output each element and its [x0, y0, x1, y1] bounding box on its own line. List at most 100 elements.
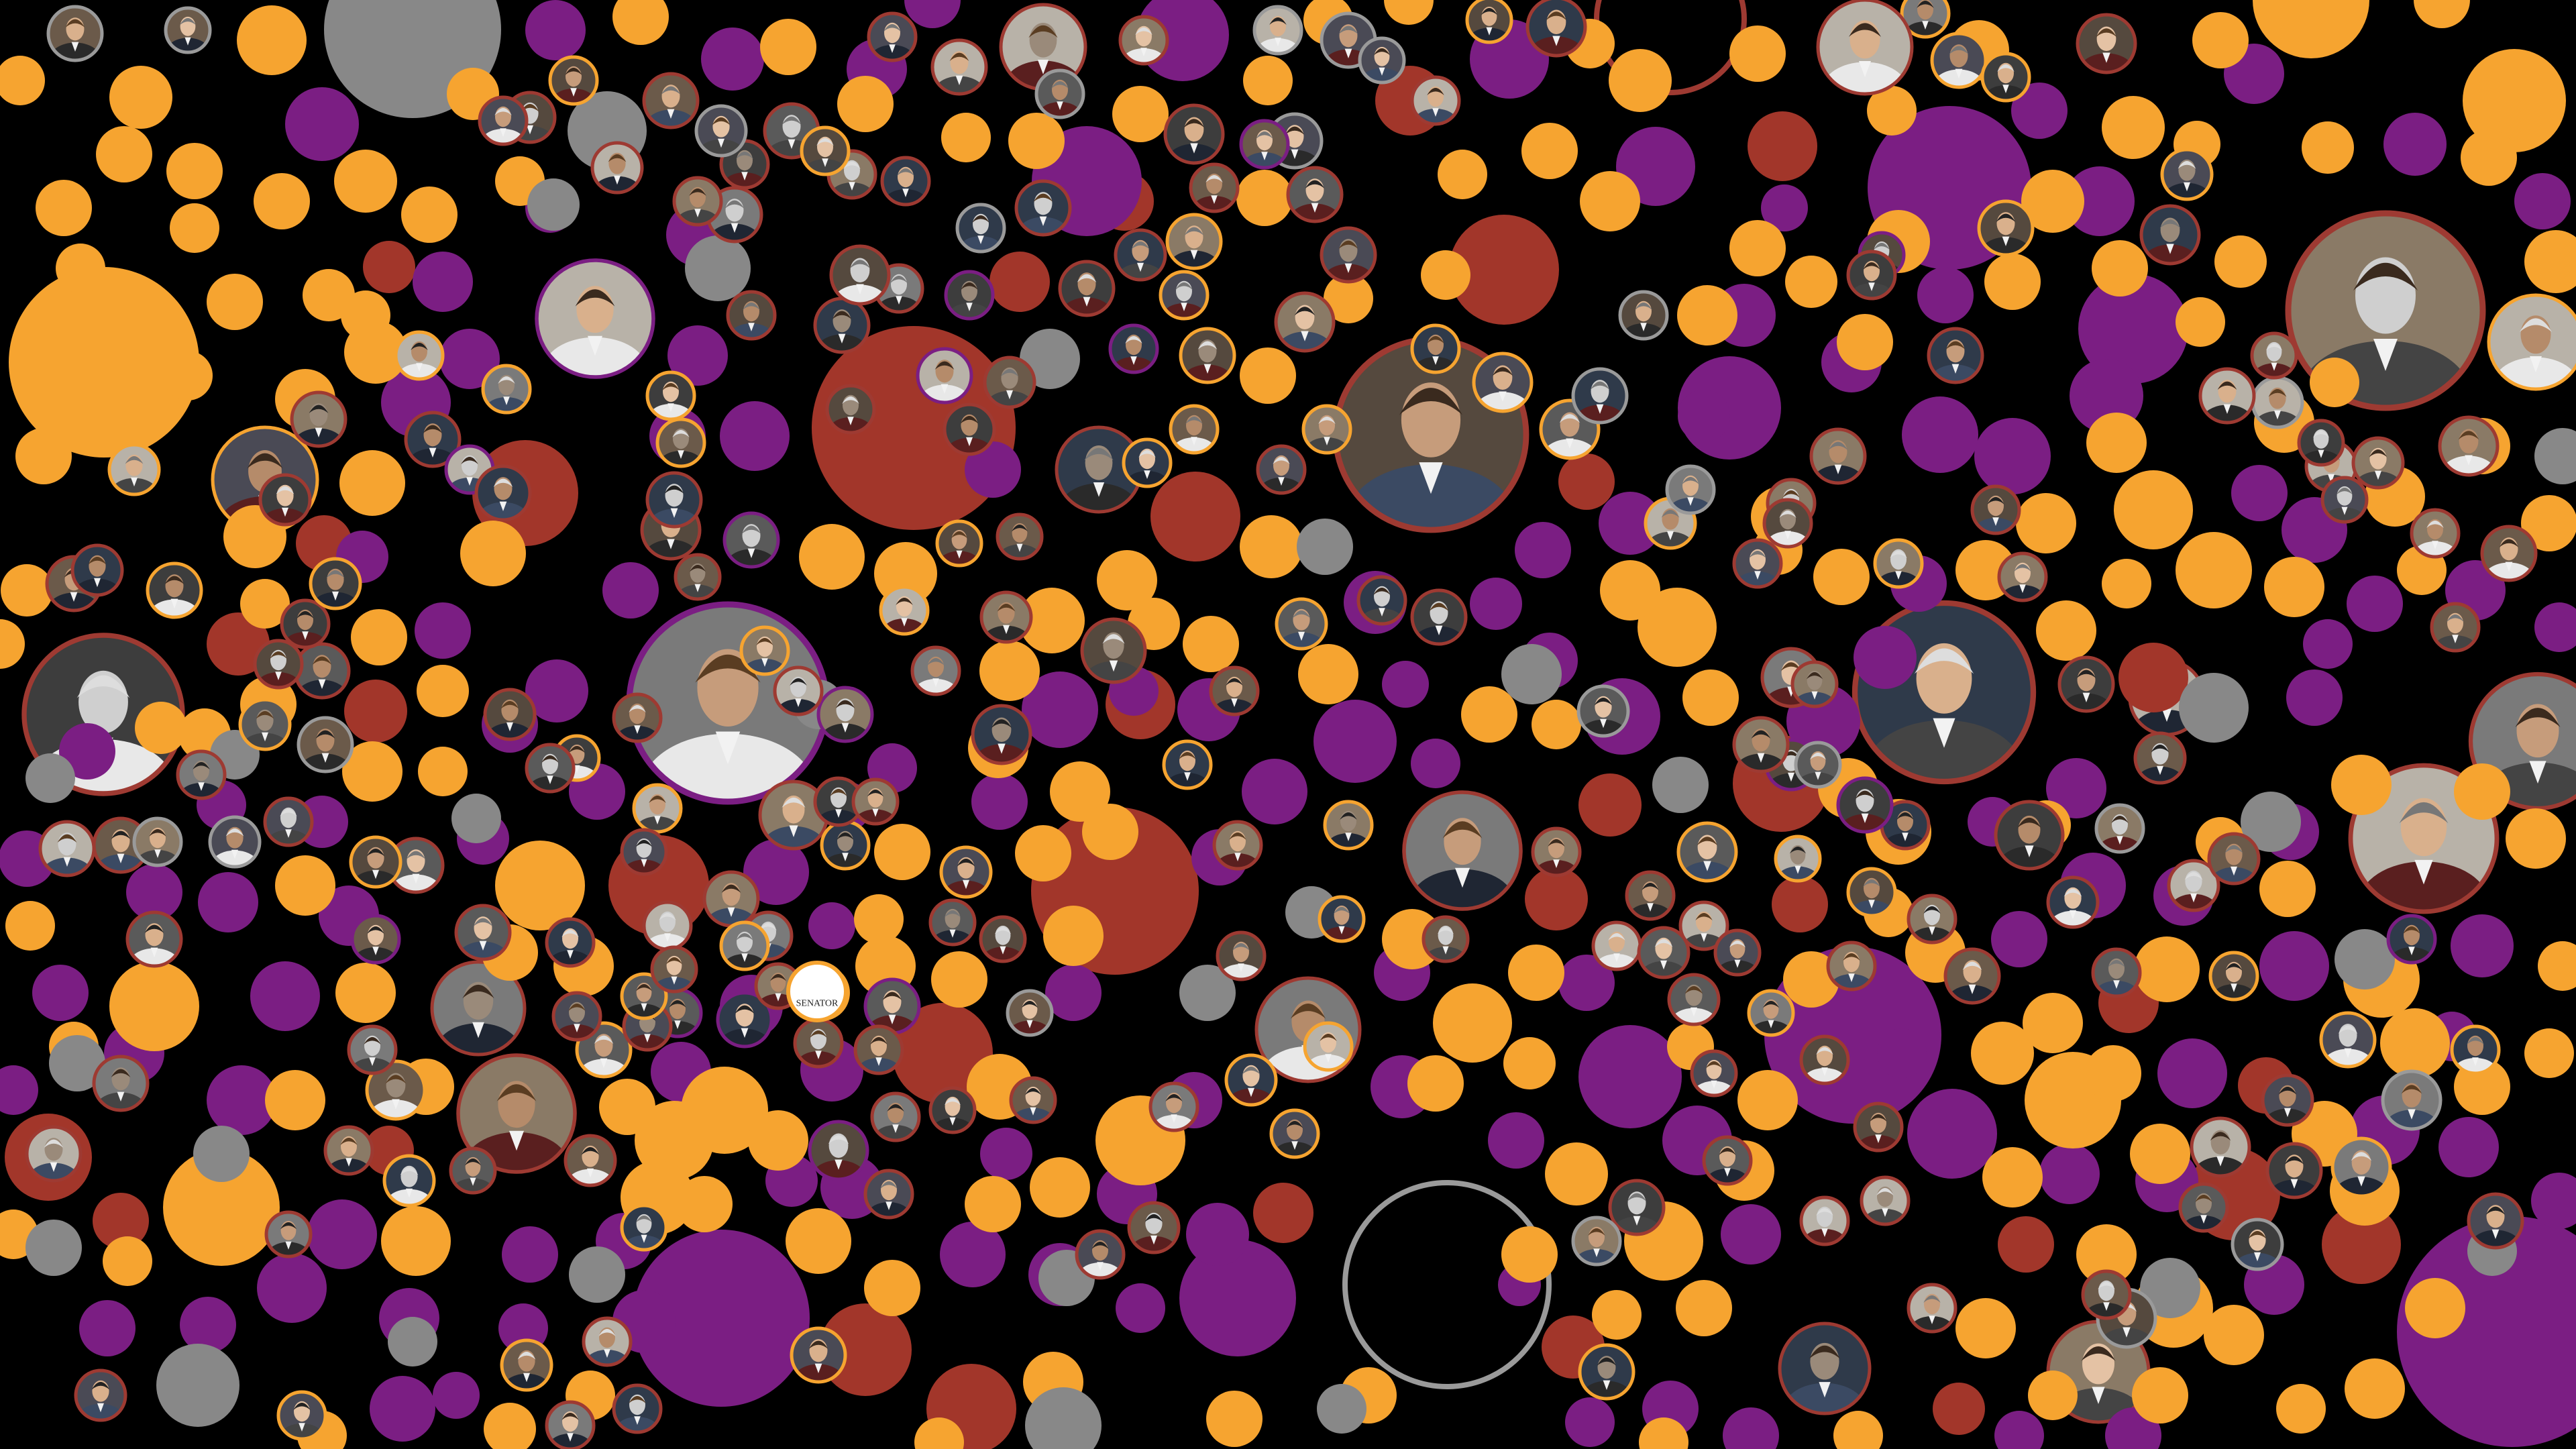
portrait-bubble[interactable] — [345, 1023, 399, 1087]
portrait-bubble[interactable] — [2318, 1010, 2378, 1082]
portrait-bubble[interactable] — [1316, 894, 1367, 955]
portrait-bubble[interactable] — [1942, 946, 2002, 1018]
orange-bubble[interactable] — [1639, 1417, 1688, 1449]
portrait-bubble[interactable] — [574, 1020, 634, 1092]
orange-bubble[interactable] — [2524, 1028, 2574, 1078]
orange-bubble[interactable] — [254, 173, 310, 229]
portrait-bubble[interactable] — [1356, 35, 1407, 96]
purple-bubble[interactable] — [415, 602, 471, 659]
gray-bubble[interactable] — [2140, 1258, 2200, 1318]
purple-bubble[interactable] — [667, 325, 728, 386]
purple-bubble[interactable] — [2383, 113, 2447, 176]
portrait-bubble[interactable] — [721, 510, 782, 582]
woman-portrait-bubble[interactable] — [1776, 1320, 1873, 1436]
portrait-bubble[interactable] — [2132, 730, 2188, 798]
portrait-bubble[interactable] — [977, 914, 1028, 975]
orange-bubble[interactable] — [401, 186, 458, 243]
orange-bubble[interactable] — [2259, 861, 2316, 917]
portrait-bubble[interactable] — [307, 555, 364, 623]
purple-bubble[interactable] — [250, 961, 320, 1031]
portrait-bubble[interactable] — [45, 3, 105, 76]
red-bubble[interactable] — [363, 241, 415, 293]
portrait-bubble[interactable] — [1318, 225, 1379, 297]
portrait-bubble[interactable] — [2090, 946, 2143, 1010]
gray-bubble[interactable] — [25, 1220, 82, 1276]
purple-bubble[interactable] — [2231, 465, 2288, 521]
orange-bubble[interactable] — [495, 841, 585, 930]
portrait-bubble[interactable] — [1576, 1342, 1637, 1414]
purple-bubble[interactable] — [1045, 965, 1102, 1021]
orange-bubble[interactable] — [1384, 0, 1434, 25]
purple-bubble[interactable] — [1136, 0, 1229, 81]
purple-bubble[interactable] — [1902, 396, 1978, 473]
portrait-bubble[interactable] — [1992, 798, 2066, 887]
orange-bubble[interactable] — [2204, 1305, 2264, 1365]
portrait-bubble[interactable] — [1164, 211, 1224, 284]
orange-bubble[interactable] — [1043, 906, 1104, 966]
orange-bubble[interactable] — [9, 267, 199, 458]
gray-bubble[interactable] — [2241, 792, 2301, 852]
purple-bubble[interactable] — [2534, 602, 2576, 652]
portrait-bubble[interactable] — [649, 944, 700, 1005]
orange-bubble[interactable] — [460, 521, 526, 586]
orange-bubble[interactable] — [36, 180, 92, 236]
orange-bubble[interactable] — [1015, 825, 1071, 881]
old-portrait-bubble[interactable] — [2485, 292, 2576, 413]
orange-bubble[interactable] — [166, 143, 223, 199]
portrait-bubble[interactable] — [1208, 664, 1261, 729]
portrait-bubble[interactable] — [322, 1124, 376, 1188]
orange-bubble[interactable] — [342, 741, 402, 802]
portrait-bubble[interactable] — [1623, 869, 1677, 933]
orange-bubble[interactable] — [2264, 557, 2324, 617]
orange-bubble[interactable] — [1609, 49, 1672, 112]
portrait-bubble[interactable] — [1761, 496, 1815, 561]
orange-bubble[interactable] — [2253, 0, 2369, 58]
purple-bubble[interactable] — [198, 872, 258, 932]
orange-bubble[interactable] — [1008, 113, 1065, 169]
purple-bubble[interactable] — [502, 1226, 558, 1283]
orange-bubble[interactable] — [1240, 515, 1303, 578]
orange-bubble[interactable] — [2276, 1384, 2326, 1434]
portrait-bubble[interactable] — [1925, 325, 1986, 398]
portrait-bubble[interactable] — [1731, 714, 1791, 787]
portrait-bubble[interactable] — [1529, 825, 1583, 890]
portrait-bubble[interactable] — [392, 329, 446, 393]
gray-bubble[interactable] — [527, 178, 580, 231]
purple-bubble[interactable] — [980, 1128, 1032, 1180]
portrait-bubble[interactable] — [174, 748, 228, 812]
empty-ring-bubble[interactable] — [1342, 1180, 1552, 1389]
purple-bubble[interactable] — [1723, 1407, 1779, 1449]
portrait-bubble[interactable] — [1929, 30, 1989, 103]
portrait-bubble[interactable] — [2319, 474, 2370, 535]
portrait-bubble[interactable] — [2074, 11, 2139, 89]
portrait-bubble[interactable] — [1664, 463, 1717, 527]
orange-bubble[interactable] — [1580, 171, 1640, 231]
orange-bubble[interactable] — [1521, 123, 1578, 179]
portrait-bubble[interactable] — [1238, 117, 1291, 182]
purple-bubble[interactable] — [525, 0, 586, 60]
senator-stamp-bubble[interactable]: SENATOR — [786, 961, 848, 1022]
orange-bubble[interactable] — [2461, 129, 2517, 186]
orange-bubble[interactable] — [163, 351, 213, 400]
purple-bubble[interactable] — [2011, 83, 2068, 139]
purple-bubble[interactable] — [307, 1199, 377, 1269]
portrait-bubble[interactable] — [1538, 397, 1602, 474]
orange-bubble[interactable] — [2036, 600, 2096, 661]
portrait-bubble[interactable] — [476, 94, 530, 158]
portrait-bubble[interactable] — [927, 1085, 978, 1146]
portrait-bubble[interactable] — [2264, 1140, 2324, 1213]
portrait-bubble[interactable] — [2329, 1135, 2394, 1212]
purple-bubble[interactable] — [1907, 1089, 1997, 1179]
portrait-bubble[interactable] — [619, 826, 669, 888]
portrait-bubble[interactable] — [1120, 436, 1174, 500]
orange-bubble[interactable] — [1461, 686, 1517, 743]
portrait-bubble[interactable] — [2197, 366, 2257, 438]
portrait-bubble[interactable] — [1300, 402, 1354, 467]
purple-bubble[interactable] — [2451, 914, 2514, 977]
portrait-bubble[interactable] — [954, 201, 1008, 266]
orange-bubble[interactable] — [240, 579, 290, 629]
orange-bubble[interactable] — [1837, 314, 1893, 370]
orange-bubble[interactable] — [1783, 951, 1839, 1008]
red-bubble[interactable] — [1525, 867, 1588, 930]
portrait-bubble[interactable] — [610, 691, 664, 755]
